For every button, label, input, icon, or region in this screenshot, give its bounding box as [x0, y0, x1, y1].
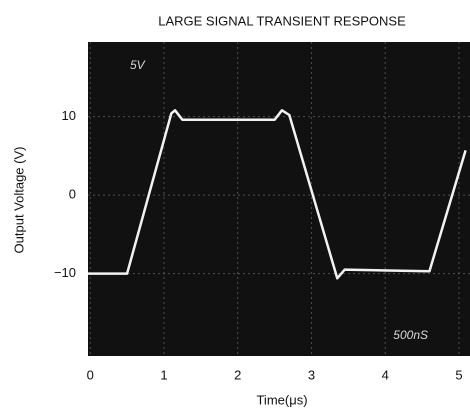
x-tick-label: 1 [160, 367, 167, 382]
scope-annotation: 500nS [393, 328, 428, 342]
x-tick-label: 5 [455, 367, 462, 382]
y-tick-label: −10 [54, 265, 76, 280]
y-axis-label: Output Voltage (V) [11, 147, 26, 254]
plot-background [88, 42, 470, 356]
chart-title: LARGE SIGNAL TRANSIENT RESPONSE [158, 13, 406, 28]
scope-annotation: 5V [130, 58, 146, 72]
x-tick-label: 2 [234, 367, 241, 382]
x-tick-label: 4 [382, 367, 389, 382]
y-tick-label: 0 [69, 187, 76, 202]
x-tick-label: 3 [308, 367, 315, 382]
x-axis-label: Time(μs) [256, 392, 307, 407]
waveform [88, 109, 467, 280]
x-tick-label: 0 [87, 367, 94, 382]
y-tick-label: 10 [62, 108, 76, 123]
